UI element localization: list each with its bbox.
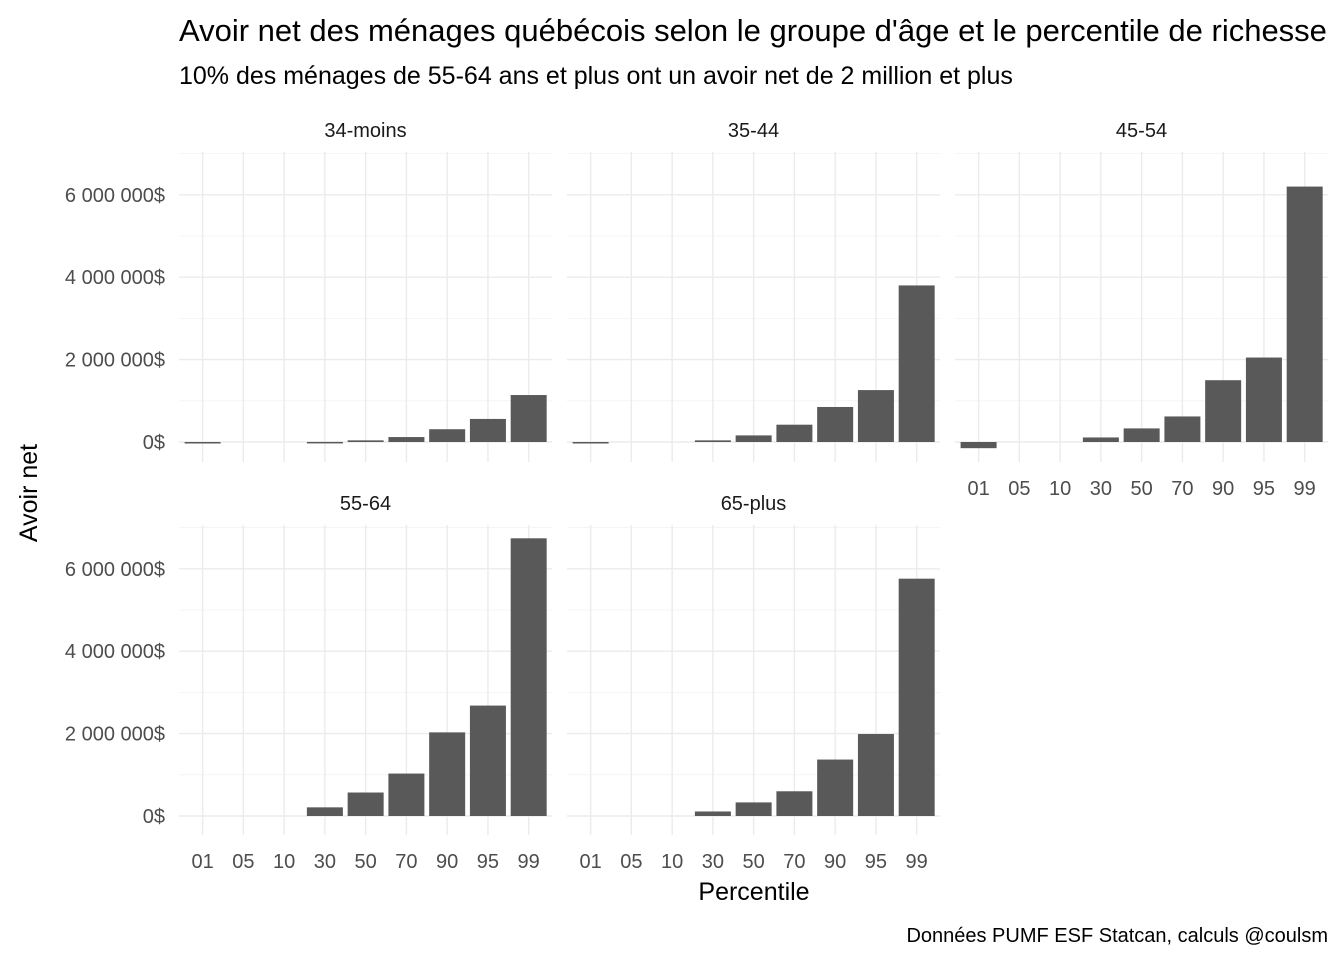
x-tick-label: 30	[702, 851, 724, 873]
x-tick-label: 05	[232, 851, 254, 873]
y-tick-label: 6 000 000$	[65, 185, 165, 207]
x-tick-label: 95	[865, 851, 887, 873]
x-tick-label: 05	[1008, 478, 1030, 500]
x-tick-label: 70	[1171, 478, 1193, 500]
y-tick-label: 2 000 000$	[65, 350, 165, 372]
x-tick-label: 99	[1294, 478, 1316, 500]
bar-35-44-01	[572, 442, 609, 444]
bar-55-64-70	[388, 773, 425, 816]
bar-34-moins-30	[306, 441, 343, 444]
bar-45-54-70	[1164, 416, 1201, 442]
facet-label: 55-64	[340, 493, 391, 515]
facet-label: 65-plus	[721, 493, 787, 515]
bar-55-64-95	[469, 705, 506, 816]
chart-caption: Données PUMF ESF Statcan, calculs @couls…	[906, 925, 1328, 947]
bar-34-moins-50	[347, 440, 384, 442]
bar-34-moins-01	[184, 442, 221, 444]
x-tick-label: 30	[314, 851, 336, 873]
x-axis-title: Percentile	[698, 878, 809, 906]
bar-34-moins-99	[510, 395, 547, 442]
facet-label: 34-moins	[324, 120, 406, 142]
bar-34-moins-95	[469, 418, 506, 442]
bar-34-moins-70	[388, 437, 425, 442]
y-axis-title: Avoir net	[15, 444, 43, 542]
bar-34-moins-90	[429, 429, 466, 442]
x-tick-label: 01	[579, 851, 601, 873]
bar-55-64-30	[306, 807, 343, 816]
y-tick-label: 2 000 000$	[65, 724, 165, 746]
x-tick-label: 70	[395, 851, 417, 873]
y-tick-label: 4 000 000$	[65, 267, 165, 289]
bar-45-54-01	[960, 442, 997, 449]
bar-55-64-50	[347, 792, 384, 816]
chart-subtitle: 10% des ménages de 55-64 ans et plus ont…	[179, 62, 1013, 90]
bar-55-64-99	[510, 538, 547, 816]
facet-label: 35-44	[728, 120, 779, 142]
x-tick-label: 90	[436, 851, 458, 873]
bar-55-64-90	[429, 732, 466, 816]
x-tick-label: 01	[191, 851, 213, 873]
bar-35-44-90	[817, 406, 854, 442]
x-tick-label: 90	[824, 851, 846, 873]
bar-35-44-30	[694, 440, 731, 442]
chart-title: Avoir net des ménages québécois selon le…	[179, 13, 1327, 48]
x-tick-label: 90	[1212, 478, 1234, 500]
y-tick-label: 6 000 000$	[65, 559, 165, 581]
bar-35-44-95	[857, 390, 894, 442]
bar-65-plus-70	[776, 791, 813, 816]
x-tick-label: 95	[477, 851, 499, 873]
x-tick-label: 10	[1049, 478, 1071, 500]
bar-45-54-99	[1286, 186, 1323, 442]
x-tick-label: 10	[273, 851, 295, 873]
bar-65-plus-50	[735, 802, 772, 816]
x-tick-label: 99	[518, 851, 540, 873]
bar-65-plus-90	[817, 759, 854, 816]
x-tick-label: 99	[906, 851, 928, 873]
x-tick-label: 10	[661, 851, 683, 873]
x-tick-label: 50	[355, 851, 377, 873]
x-tick-label: 01	[967, 478, 989, 500]
bar-35-44-99	[898, 285, 935, 442]
bar-45-54-95	[1245, 357, 1282, 442]
x-tick-label: 05	[620, 851, 642, 873]
y-tick-label: 4 000 000$	[65, 641, 165, 663]
bar-35-44-70	[776, 424, 813, 442]
x-tick-label: 50	[743, 851, 765, 873]
bar-65-plus-30	[694, 811, 731, 816]
bar-45-54-50	[1123, 428, 1160, 442]
bar-45-54-30	[1082, 437, 1119, 442]
facet-label: 45-54	[1116, 120, 1167, 142]
y-tick-label: 0$	[143, 432, 165, 454]
x-tick-label: 70	[783, 851, 805, 873]
y-tick-label: 0$	[143, 806, 165, 828]
bar-45-54-90	[1205, 380, 1242, 442]
bar-65-plus-99	[898, 578, 935, 816]
x-tick-label: 95	[1253, 478, 1275, 500]
bar-65-plus-95	[857, 734, 894, 816]
x-tick-label: 30	[1090, 478, 1112, 500]
facet-panels: 34-moins 0$ 2 000 000$ 4 000 000$ 6 000 000$…	[65, 120, 1328, 873]
bar-35-44-50	[735, 435, 772, 442]
x-tick-label: 50	[1131, 478, 1153, 500]
